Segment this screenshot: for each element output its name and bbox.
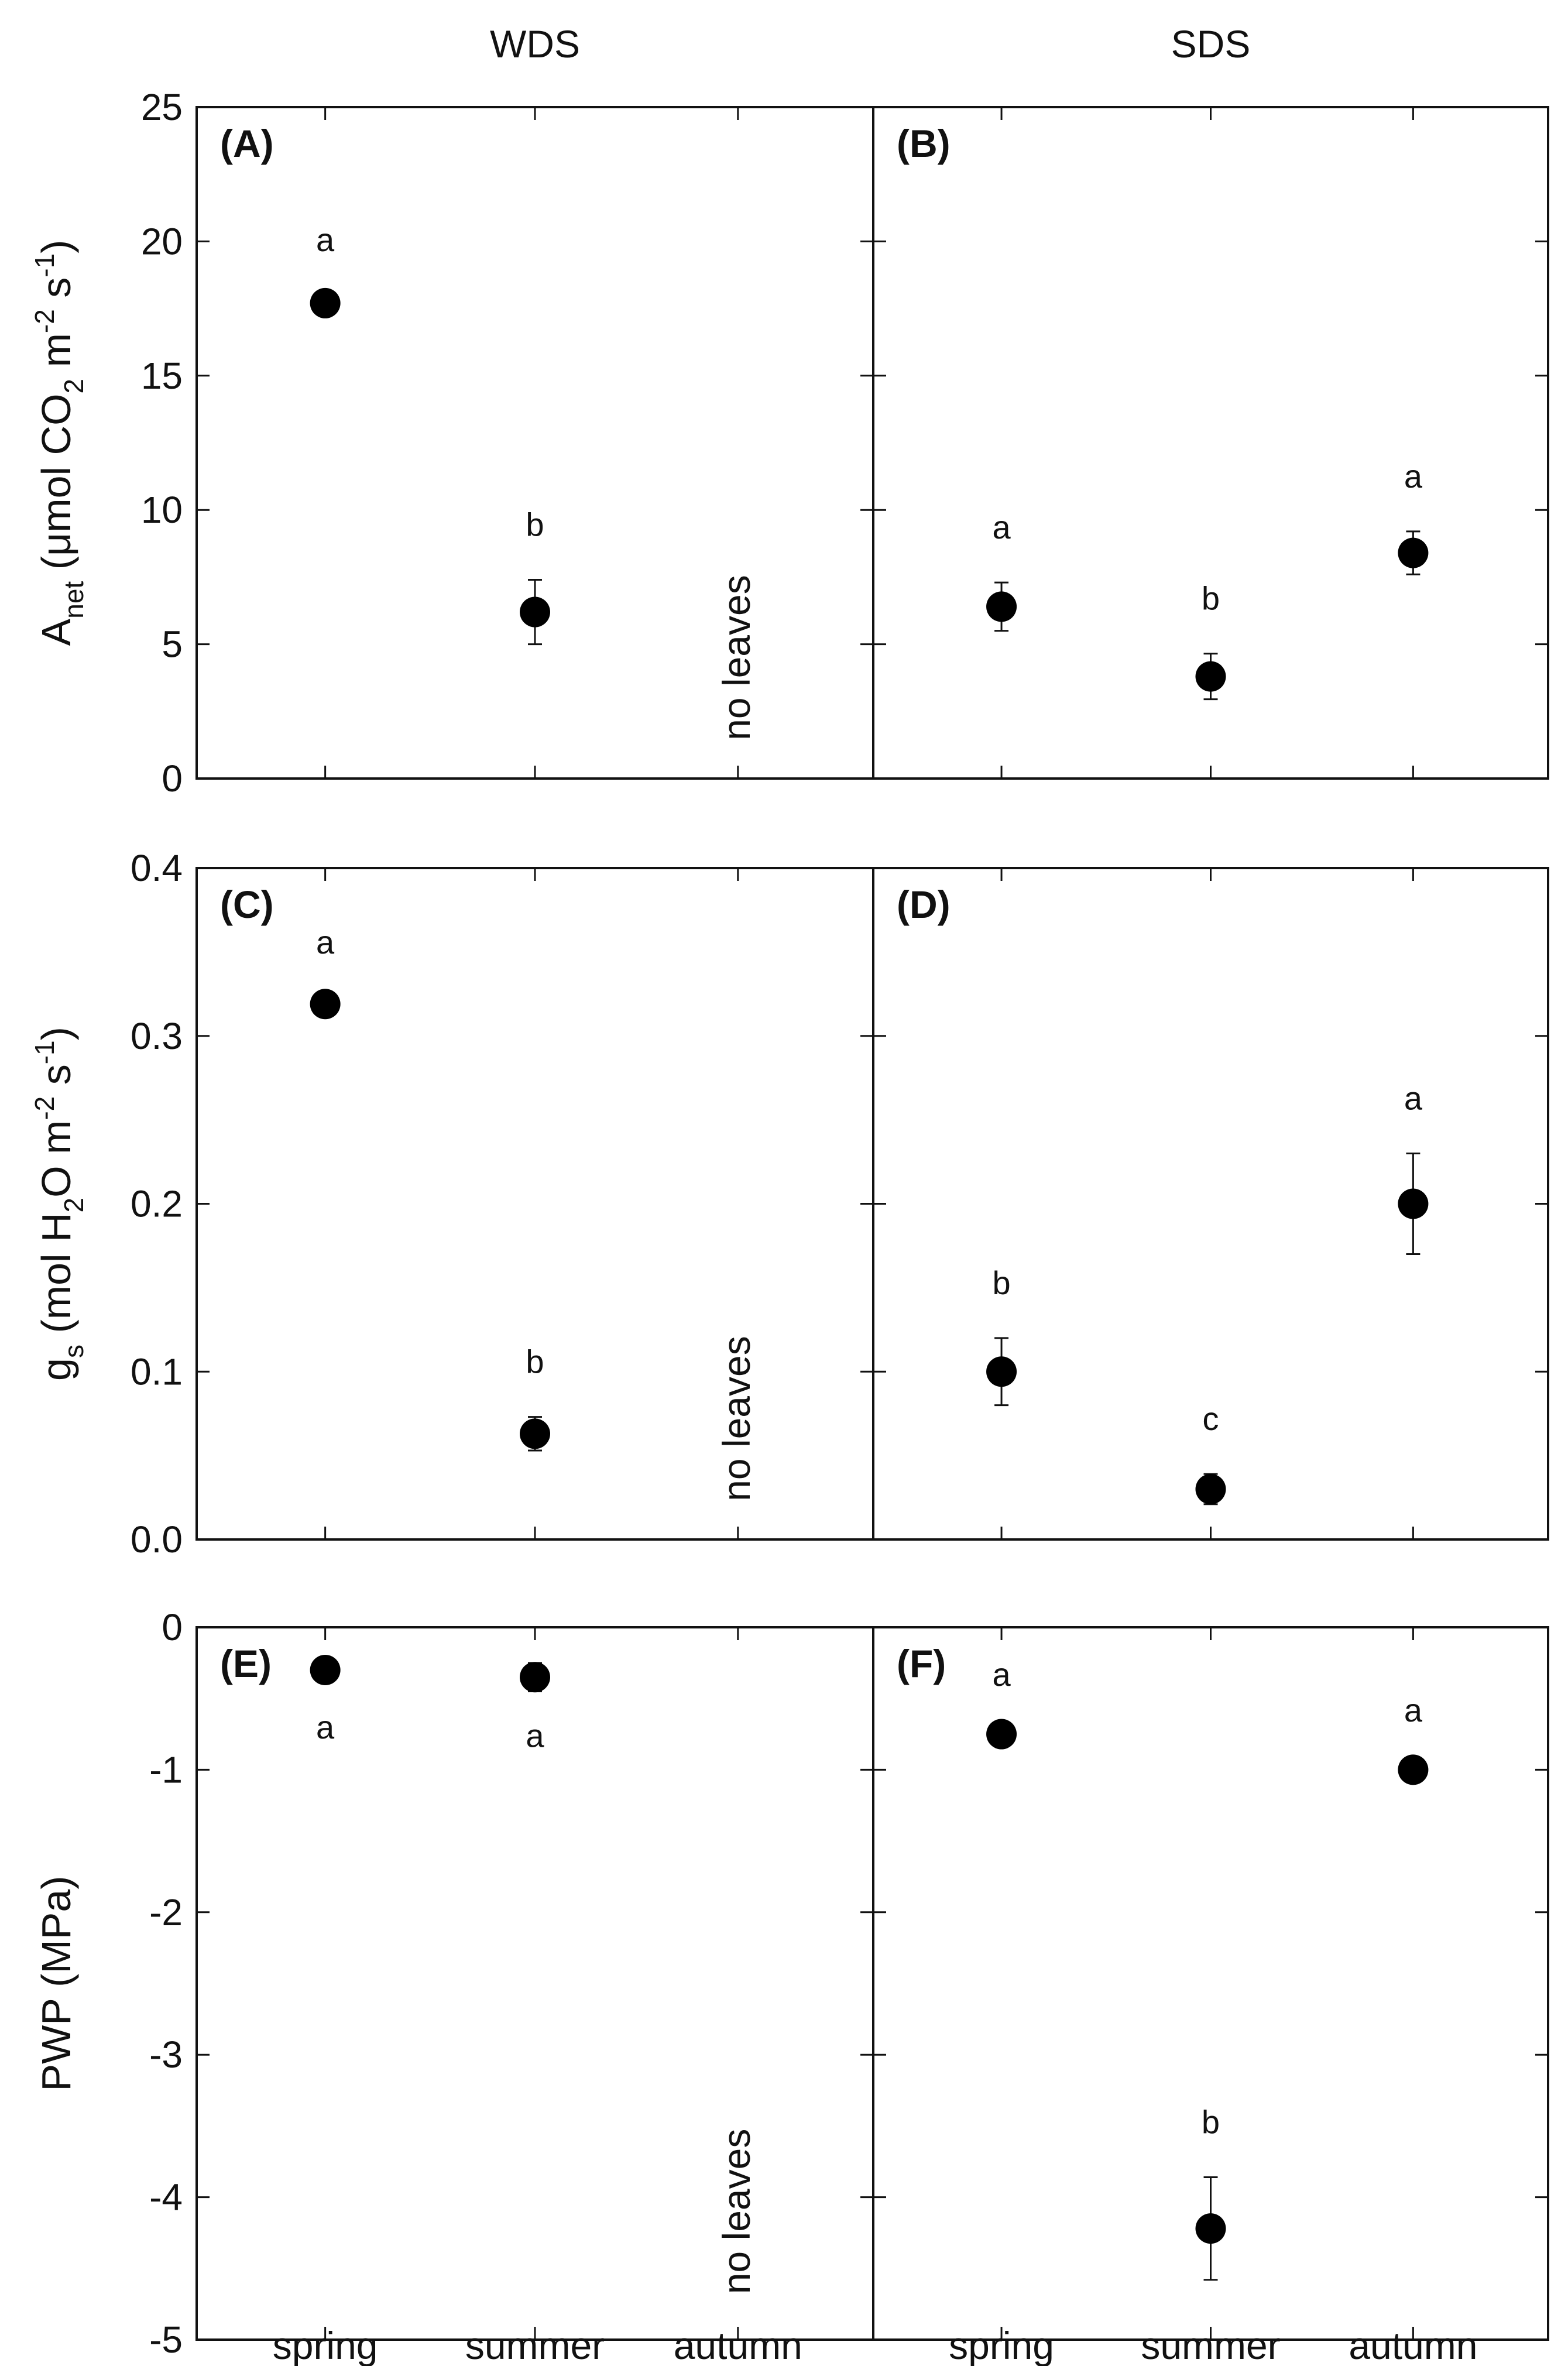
x-category-label: summer bbox=[465, 2324, 605, 2366]
data-point bbox=[520, 1418, 550, 1449]
x-category-label: autumn bbox=[674, 2324, 802, 2366]
y-tick-label: 15 bbox=[141, 355, 183, 397]
no-leaves-note: no leaves bbox=[715, 1336, 758, 1501]
significance-letter: b bbox=[1202, 580, 1220, 617]
y-axis-label-part: -2 bbox=[29, 1096, 60, 1120]
y-tick-label: 0 bbox=[162, 1606, 183, 1648]
data-point bbox=[310, 287, 341, 318]
significance-letter: a bbox=[1404, 458, 1423, 495]
data-point bbox=[310, 1655, 341, 1686]
data-point bbox=[1195, 1473, 1226, 1504]
significance-letter: b bbox=[526, 506, 544, 543]
y-axis-label-part: net bbox=[59, 581, 89, 619]
y-axis-label: Anet (μmol CO2 m-2 s-1) bbox=[29, 240, 89, 646]
significance-letter: b bbox=[992, 1264, 1010, 1301]
y-tick-label: 0 bbox=[162, 757, 183, 800]
y-tick-label: 10 bbox=[141, 489, 183, 531]
data-point bbox=[1195, 661, 1226, 692]
x-category-label: spring bbox=[949, 2324, 1054, 2366]
y-tick-label: 0.1 bbox=[131, 1350, 183, 1393]
data-point bbox=[1398, 1188, 1429, 1219]
y-axis-label-part: -1 bbox=[29, 253, 60, 277]
y-axis-label-part: -1 bbox=[29, 1040, 60, 1064]
y-tick-label: 0.3 bbox=[131, 1015, 183, 1057]
y-tick-label: 0.2 bbox=[131, 1183, 183, 1225]
panel-label: (D) bbox=[897, 883, 951, 926]
y-tick-label: -1 bbox=[149, 1748, 183, 1791]
panel-label: (E) bbox=[220, 1642, 272, 1685]
data-point bbox=[1195, 2213, 1226, 2244]
y-tick-label: -4 bbox=[149, 2176, 183, 2218]
significance-letter: a bbox=[1404, 1079, 1423, 1116]
panel-f: (F) a b a bbox=[872, 1626, 1549, 2341]
y-tick-label: -2 bbox=[149, 1891, 183, 1933]
panel-b: (B) a b a bbox=[872, 106, 1549, 780]
panel-label: (B) bbox=[897, 122, 951, 165]
panel-label: (C) bbox=[220, 883, 274, 926]
y-tick-label: 20 bbox=[141, 220, 183, 262]
panel-label: (A) bbox=[220, 122, 274, 165]
data-point bbox=[1398, 1754, 1429, 1785]
y-axis-label-part: ) bbox=[33, 240, 79, 253]
column-title-sds: SDS bbox=[1171, 22, 1251, 66]
x-category-label: autumn bbox=[1349, 2324, 1477, 2366]
data-point bbox=[1398, 537, 1429, 568]
y-axis-label: gs (mol H2O m-2 s-1) bbox=[29, 1027, 89, 1381]
significance-letter: a bbox=[316, 924, 335, 961]
y-axis-label-part: s bbox=[59, 1345, 89, 1358]
data-point bbox=[986, 1719, 1017, 1750]
panel-a: (A) a b no leaves bbox=[195, 106, 874, 780]
y-axis-label-part: g bbox=[33, 1358, 79, 1381]
significance-letter: a bbox=[1404, 1692, 1423, 1729]
data-point bbox=[520, 1662, 550, 1693]
significance-letter: a bbox=[316, 221, 335, 258]
data-point bbox=[520, 596, 550, 627]
column-title-wds: WDS bbox=[490, 22, 580, 66]
x-category-label: spring bbox=[273, 2324, 378, 2366]
panel-label: (F) bbox=[897, 1642, 946, 1685]
y-axis-label-part: s bbox=[33, 1064, 79, 1096]
data-point bbox=[986, 1356, 1017, 1387]
data-point bbox=[310, 989, 341, 1020]
significance-letter: a bbox=[526, 1717, 544, 1754]
y-tick-label: 5 bbox=[162, 623, 183, 666]
no-leaves-note: no leaves bbox=[715, 575, 758, 740]
panel-c: (C) a b no leaves bbox=[195, 867, 874, 1541]
y-tick-label: 0.0 bbox=[131, 1518, 183, 1561]
significance-letter: a bbox=[316, 1709, 335, 1746]
panel-e: (E) a a no leaves bbox=[195, 1626, 874, 2341]
panel-d: (D) b c a bbox=[872, 867, 1549, 1541]
y-tick-label: -3 bbox=[149, 2034, 183, 2076]
y-axis-label-part: (mol H bbox=[33, 1212, 79, 1345]
panel-frame bbox=[872, 867, 1549, 1541]
panel-frame bbox=[195, 106, 874, 780]
y-tick-label: 0.4 bbox=[131, 847, 183, 889]
y-axis-label-part: m bbox=[33, 333, 79, 379]
significance-letter: b bbox=[526, 1343, 544, 1380]
y-axis-label-part: -2 bbox=[29, 309, 60, 333]
y-axis-label-part: 2 bbox=[59, 379, 89, 394]
y-tick-label: 25 bbox=[141, 86, 183, 128]
significance-letter: a bbox=[992, 1656, 1011, 1693]
x-category-label: summer bbox=[1141, 2324, 1280, 2366]
y-axis-label-part: 2 bbox=[59, 1198, 89, 1213]
y-tick-label: -5 bbox=[149, 2319, 183, 2361]
y-axis-label-part: ) bbox=[33, 1027, 79, 1040]
significance-letter: a bbox=[992, 509, 1011, 546]
significance-letter: c bbox=[1203, 1400, 1219, 1437]
y-axis-label: PWP (MPa) bbox=[33, 1875, 79, 2091]
y-axis-label-part: O m bbox=[33, 1120, 79, 1198]
y-axis-label-part: (μmol CO bbox=[33, 393, 79, 581]
data-point bbox=[986, 591, 1017, 622]
y-axis-label-part: A bbox=[33, 618, 79, 646]
no-leaves-note: no leaves bbox=[715, 2129, 758, 2295]
y-axis-label-part: s bbox=[33, 277, 79, 309]
significance-letter: b bbox=[1202, 2104, 1220, 2141]
